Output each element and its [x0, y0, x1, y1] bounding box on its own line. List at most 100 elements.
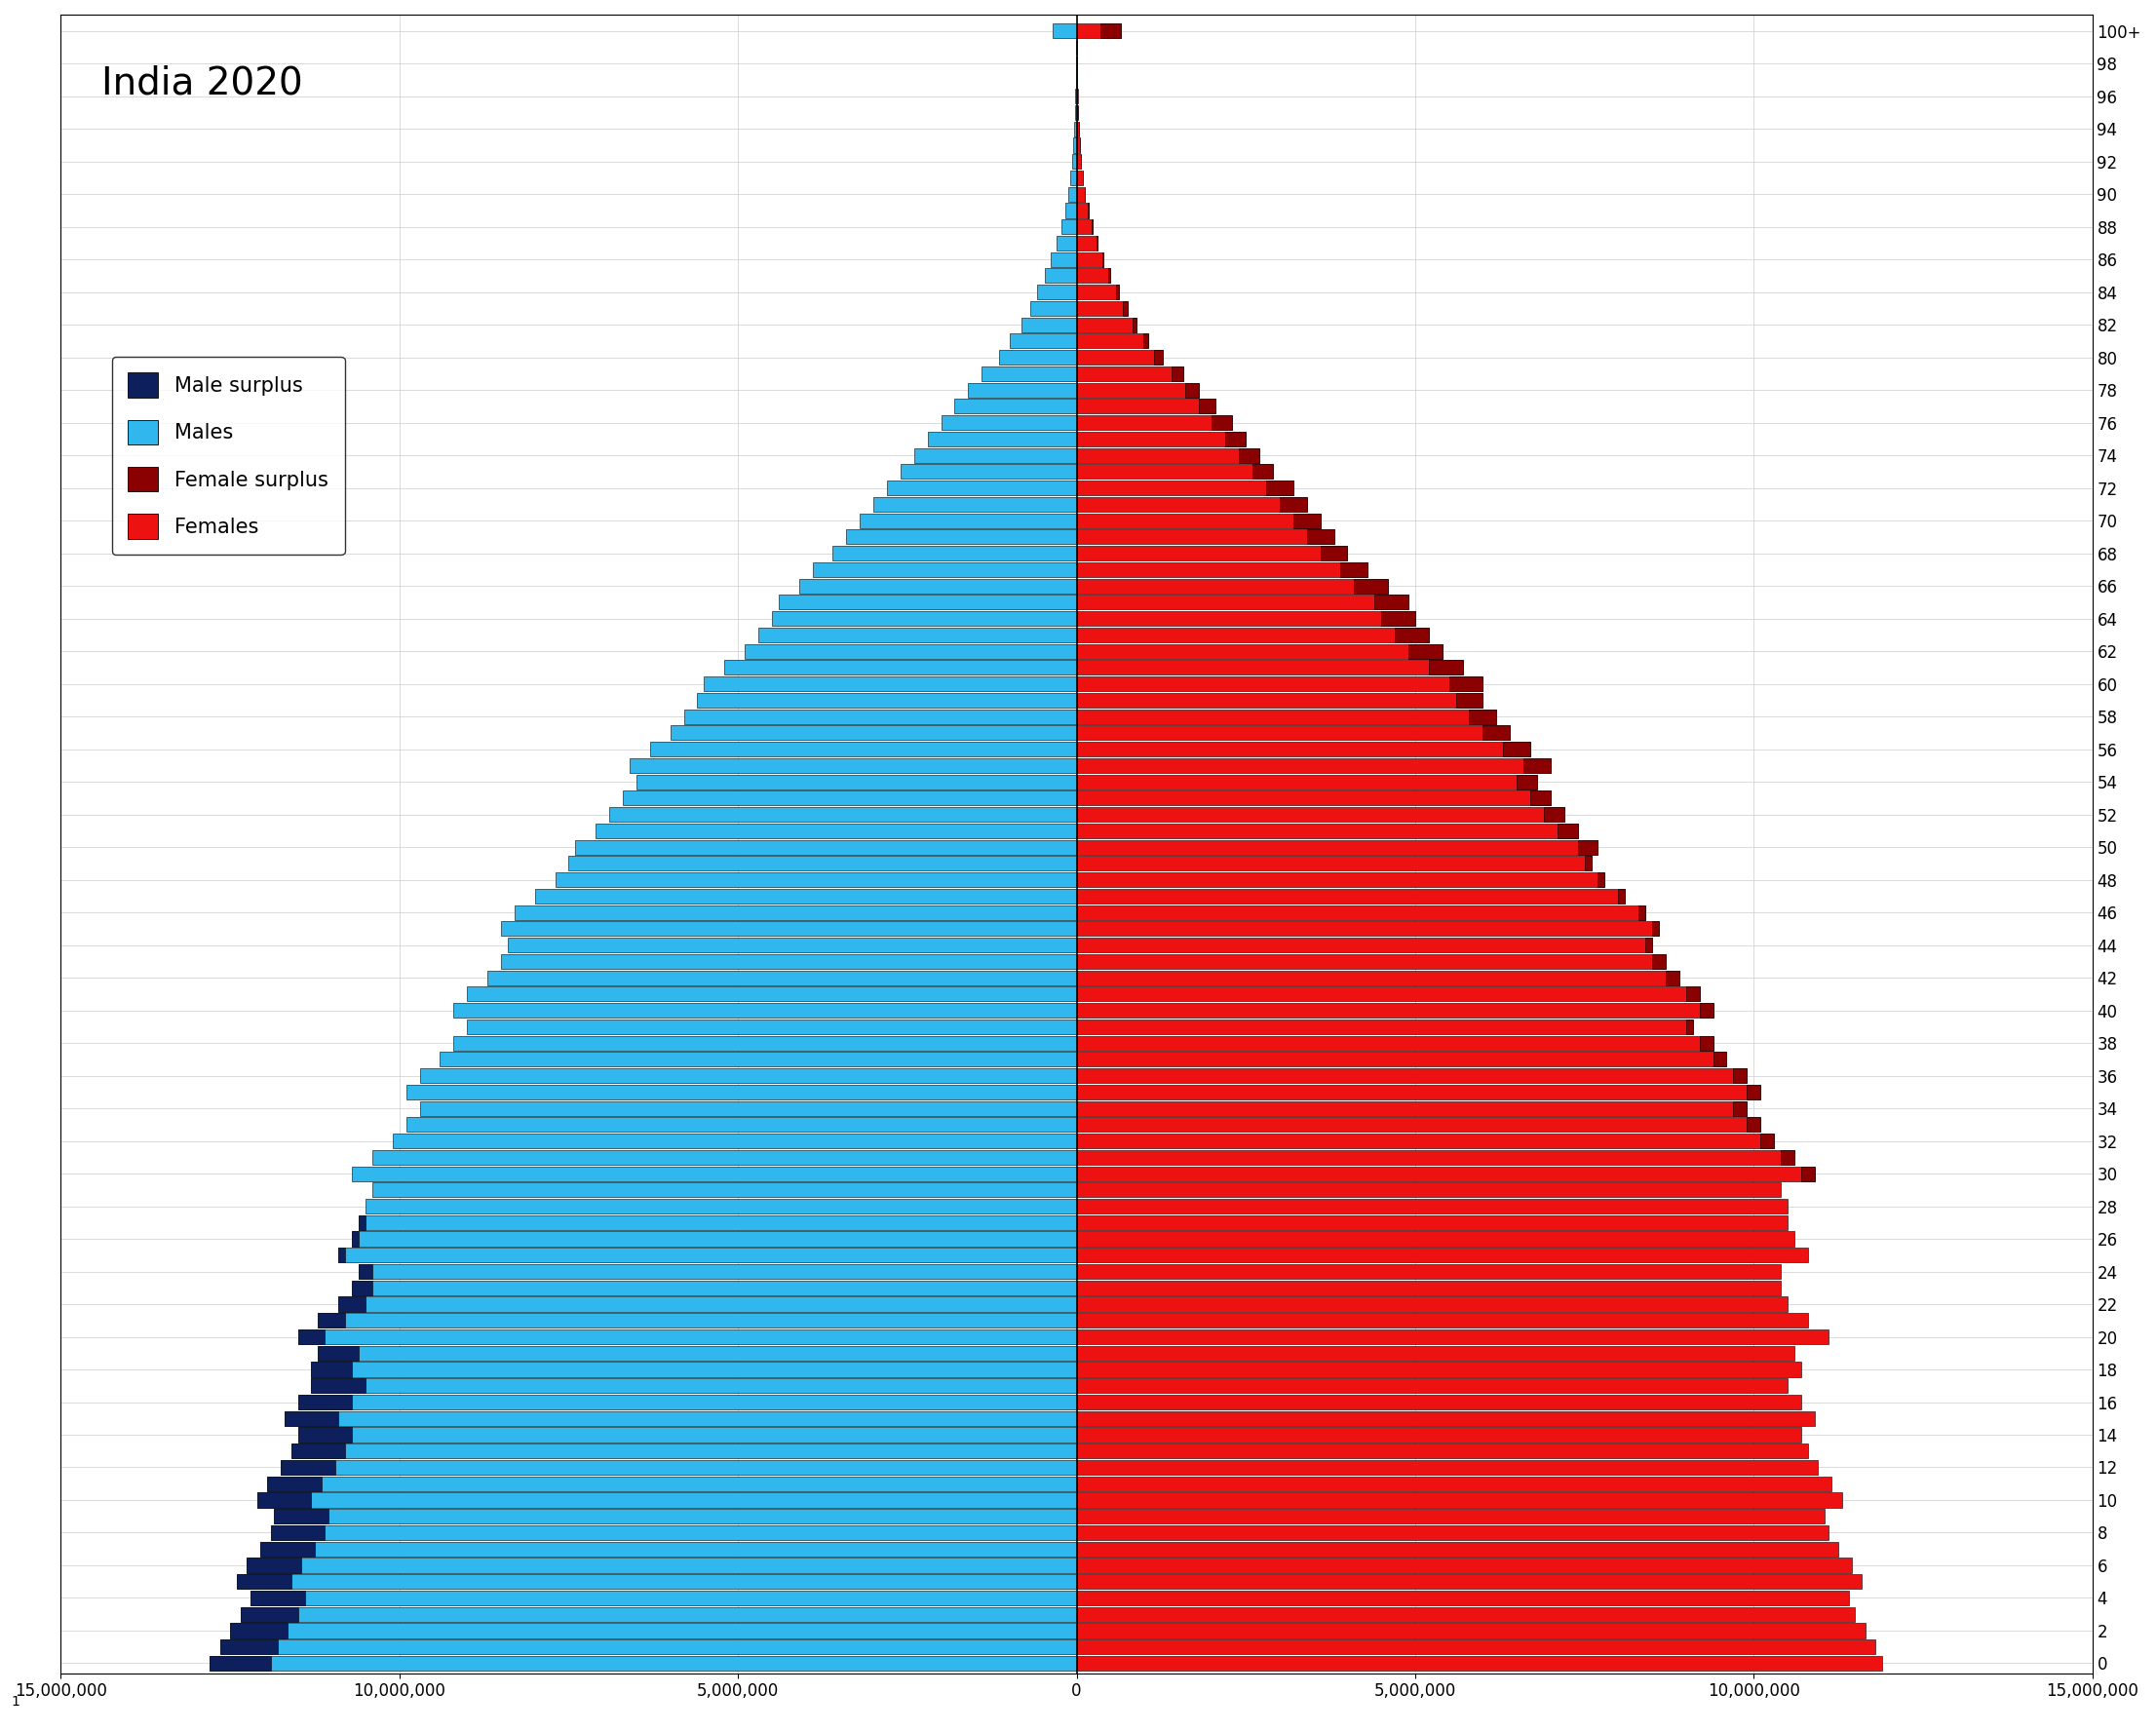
- Bar: [358, 1264, 373, 1278]
- Bar: [338, 1247, 1076, 1263]
- Bar: [1076, 301, 1128, 315]
- Bar: [280, 1460, 334, 1474]
- Bar: [623, 792, 1076, 805]
- Bar: [310, 1379, 1076, 1393]
- Bar: [298, 1394, 351, 1410]
- Bar: [274, 1509, 328, 1524]
- Bar: [1076, 1069, 1746, 1082]
- Bar: [257, 1493, 1076, 1507]
- Bar: [1746, 1084, 1761, 1100]
- Bar: [1076, 1216, 1787, 1230]
- Bar: [1686, 1020, 1692, 1034]
- Bar: [1225, 431, 1246, 447]
- Bar: [310, 1361, 1076, 1377]
- Bar: [298, 1330, 1076, 1344]
- Bar: [1050, 253, 1076, 267]
- Bar: [298, 1330, 326, 1344]
- Bar: [267, 1476, 1076, 1491]
- Bar: [1699, 1036, 1714, 1050]
- Bar: [1061, 220, 1076, 234]
- Bar: [1281, 497, 1307, 511]
- Bar: [1076, 792, 1550, 805]
- Bar: [272, 1526, 326, 1540]
- Bar: [1516, 774, 1537, 790]
- Bar: [1800, 1166, 1815, 1181]
- Bar: [319, 1313, 1076, 1328]
- Bar: [724, 660, 1076, 675]
- Bar: [1076, 1656, 1882, 1671]
- Bar: [1076, 1346, 1794, 1360]
- Bar: [291, 1444, 345, 1458]
- Bar: [1598, 873, 1604, 887]
- Bar: [1076, 1199, 1787, 1214]
- Bar: [1076, 1020, 1692, 1034]
- Bar: [285, 1412, 338, 1425]
- Bar: [468, 987, 1076, 1001]
- Bar: [1076, 889, 1626, 904]
- Bar: [569, 856, 1076, 871]
- Bar: [1076, 840, 1598, 854]
- Bar: [914, 449, 1076, 462]
- Bar: [1076, 139, 1080, 152]
- Bar: [1781, 1150, 1794, 1164]
- Bar: [1076, 611, 1414, 625]
- Bar: [1076, 987, 1699, 1001]
- Bar: [1408, 644, 1442, 658]
- Bar: [1341, 563, 1367, 577]
- Bar: [1076, 1247, 1809, 1263]
- Bar: [1076, 398, 1216, 414]
- Bar: [1544, 807, 1563, 821]
- Bar: [298, 1427, 351, 1443]
- Bar: [468, 1020, 1076, 1034]
- Bar: [1240, 449, 1259, 462]
- Bar: [405, 1084, 1076, 1100]
- Bar: [237, 1574, 1076, 1588]
- Bar: [535, 889, 1076, 904]
- Bar: [1645, 937, 1651, 953]
- Text: 1: 1: [11, 1696, 19, 1709]
- Bar: [1076, 693, 1483, 708]
- Bar: [298, 1427, 1076, 1443]
- Bar: [1199, 398, 1216, 414]
- Bar: [1022, 317, 1076, 333]
- Bar: [1619, 889, 1626, 904]
- Bar: [237, 1574, 291, 1588]
- Bar: [239, 1607, 298, 1621]
- Bar: [1076, 1280, 1781, 1296]
- Bar: [1076, 1412, 1815, 1425]
- Bar: [1307, 530, 1335, 544]
- Bar: [1074, 139, 1076, 152]
- Bar: [1011, 334, 1076, 348]
- Bar: [1253, 464, 1272, 480]
- Bar: [927, 431, 1076, 447]
- Bar: [1076, 1427, 1800, 1443]
- Bar: [1076, 970, 1680, 986]
- Bar: [1076, 1330, 1828, 1344]
- Bar: [1524, 759, 1550, 772]
- Bar: [1076, 268, 1110, 282]
- Text: India 2020: India 2020: [101, 64, 304, 102]
- Bar: [1076, 937, 1651, 953]
- Bar: [453, 1003, 1076, 1018]
- Bar: [1076, 954, 1667, 968]
- Bar: [487, 970, 1076, 986]
- Bar: [1076, 1102, 1746, 1115]
- Bar: [1076, 1394, 1800, 1410]
- Bar: [1065, 203, 1076, 218]
- Bar: [832, 546, 1076, 561]
- Bar: [1449, 677, 1483, 691]
- Bar: [1354, 578, 1388, 594]
- Bar: [1076, 741, 1531, 757]
- Bar: [1076, 563, 1367, 577]
- Bar: [239, 1607, 1076, 1621]
- Bar: [1319, 546, 1348, 561]
- Bar: [257, 1493, 310, 1507]
- Bar: [1076, 677, 1483, 691]
- Bar: [1076, 187, 1084, 201]
- Bar: [1699, 1003, 1714, 1018]
- Bar: [778, 594, 1076, 610]
- Bar: [1076, 627, 1429, 643]
- Bar: [1076, 1183, 1781, 1197]
- Bar: [759, 627, 1076, 643]
- Bar: [1470, 708, 1496, 724]
